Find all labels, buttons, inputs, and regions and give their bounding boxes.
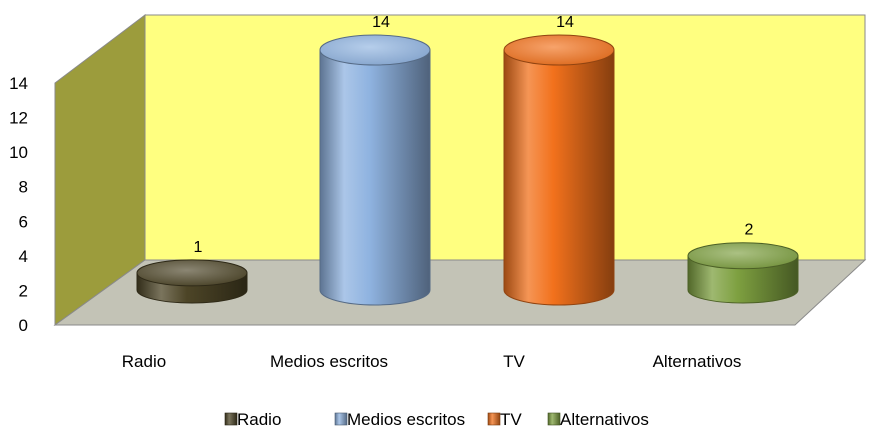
bar-top	[503, 34, 615, 66]
legend-label: Medios escritos	[347, 410, 465, 429]
x-tick-label: Radio	[122, 352, 166, 371]
bar-top	[319, 34, 431, 66]
floor	[53, 259, 867, 326]
y-tick-label: 2	[19, 281, 28, 300]
legend-swatch	[224, 412, 238, 426]
y-tick-label: 4	[19, 247, 28, 266]
bar-top	[136, 259, 248, 287]
data-label: 1	[194, 239, 203, 256]
bar	[319, 49, 431, 306]
y-tick-label: 8	[19, 178, 28, 197]
legend-label: TV	[500, 410, 522, 429]
x-tick-label: TV	[503, 352, 525, 371]
data-label: 2	[745, 222, 754, 239]
bar-top	[687, 242, 799, 270]
y-tick-label: 14	[9, 74, 28, 93]
bar	[503, 49, 615, 306]
x-tick-label: Medios escritos	[270, 352, 388, 371]
legend-swatch	[334, 412, 348, 426]
legend-swatch	[487, 412, 501, 426]
y-tick-label: 12	[9, 109, 28, 128]
x-tick-label: Alternativos	[653, 352, 742, 371]
y-tick-label: 10	[9, 143, 28, 162]
bar	[687, 255, 799, 304]
y-tick-label: 0	[19, 316, 28, 335]
data-label: 14	[556, 14, 574, 31]
legend-label: Radio	[237, 410, 281, 429]
legend-label: Alternativos	[560, 410, 649, 429]
y-tick-label: 6	[19, 212, 28, 231]
legend-swatch	[547, 412, 561, 426]
data-label: 14	[372, 14, 390, 31]
